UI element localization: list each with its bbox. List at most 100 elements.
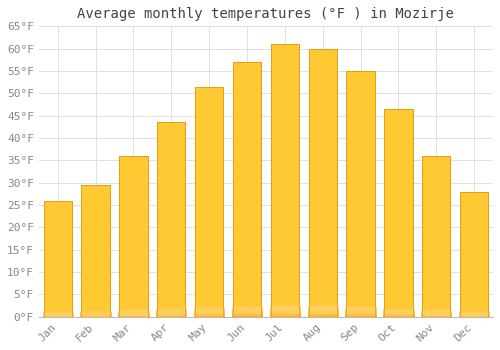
Bar — [233, 308, 261, 313]
Bar — [157, 313, 186, 317]
Bar — [82, 314, 110, 317]
Bar — [119, 313, 148, 316]
Bar — [195, 308, 224, 313]
Bar — [233, 312, 261, 317]
Bar — [82, 313, 110, 316]
Bar — [422, 313, 450, 316]
Bar — [233, 310, 261, 315]
Bar — [384, 312, 412, 316]
Bar — [346, 311, 375, 316]
Bar — [270, 310, 299, 316]
Bar — [346, 309, 375, 314]
Bar — [233, 309, 261, 314]
Bar — [270, 311, 299, 317]
Bar — [384, 311, 412, 315]
Bar — [270, 307, 299, 313]
Bar — [233, 311, 261, 316]
Bar — [384, 312, 412, 316]
Bar — [44, 313, 72, 316]
Bar — [346, 307, 375, 312]
Bar — [195, 310, 224, 314]
Bar — [233, 309, 261, 314]
Bar — [384, 309, 412, 313]
Bar — [157, 310, 186, 314]
Bar — [460, 313, 488, 315]
Bar — [346, 310, 375, 315]
Bar — [82, 313, 110, 316]
Bar — [308, 307, 337, 312]
Bar — [308, 308, 337, 314]
Bar — [119, 311, 148, 314]
Bar — [308, 308, 337, 313]
Bar — [384, 310, 412, 314]
Bar — [233, 311, 261, 316]
Bar — [346, 309, 375, 314]
Bar — [82, 313, 110, 315]
Bar — [384, 109, 412, 317]
Bar — [308, 310, 337, 315]
Bar — [346, 309, 375, 314]
Bar — [346, 307, 375, 312]
Bar — [346, 309, 375, 314]
Bar — [460, 314, 488, 316]
Bar — [82, 314, 110, 316]
Bar — [270, 310, 299, 315]
Bar — [384, 310, 412, 314]
Bar — [346, 309, 375, 314]
Bar — [384, 310, 412, 314]
Bar — [119, 312, 148, 315]
Bar — [270, 309, 299, 314]
Bar — [157, 312, 186, 315]
Bar — [460, 313, 488, 315]
Bar — [346, 311, 375, 316]
Bar — [82, 312, 110, 315]
Bar — [346, 307, 375, 313]
Bar — [119, 313, 148, 316]
Bar — [308, 309, 337, 315]
Bar — [460, 313, 488, 315]
Bar — [157, 310, 186, 314]
Bar — [422, 312, 450, 316]
Bar — [346, 307, 375, 312]
Bar — [384, 312, 412, 316]
Bar — [422, 312, 450, 315]
Bar — [119, 311, 148, 314]
Bar — [422, 311, 450, 314]
Bar — [119, 310, 148, 314]
Title: Average monthly temperatures (°F ) in Mozirje: Average monthly temperatures (°F ) in Mo… — [78, 7, 454, 21]
Bar — [460, 312, 488, 315]
Bar — [460, 313, 488, 316]
Bar — [384, 310, 412, 315]
Bar — [422, 312, 450, 315]
Bar — [346, 71, 375, 317]
Bar — [119, 311, 148, 314]
Bar — [460, 314, 488, 316]
Bar — [44, 313, 72, 315]
Bar — [82, 313, 110, 315]
Bar — [195, 309, 224, 314]
Bar — [82, 312, 110, 314]
Bar — [460, 314, 488, 316]
Bar — [82, 314, 110, 316]
Bar — [384, 310, 412, 314]
Bar — [460, 314, 488, 317]
Bar — [308, 312, 337, 317]
Bar — [346, 308, 375, 313]
Bar — [422, 311, 450, 314]
Bar — [460, 312, 488, 315]
Bar — [157, 313, 186, 316]
Bar — [422, 312, 450, 315]
Bar — [422, 313, 450, 316]
Bar — [82, 314, 110, 316]
Bar — [82, 314, 110, 317]
Bar — [195, 312, 224, 316]
Bar — [195, 310, 224, 315]
Bar — [44, 313, 72, 315]
Bar — [119, 156, 148, 317]
Bar — [346, 308, 375, 313]
Bar — [195, 309, 224, 314]
Bar — [119, 313, 148, 316]
Bar — [422, 312, 450, 315]
Bar — [195, 309, 224, 314]
Bar — [384, 311, 412, 315]
